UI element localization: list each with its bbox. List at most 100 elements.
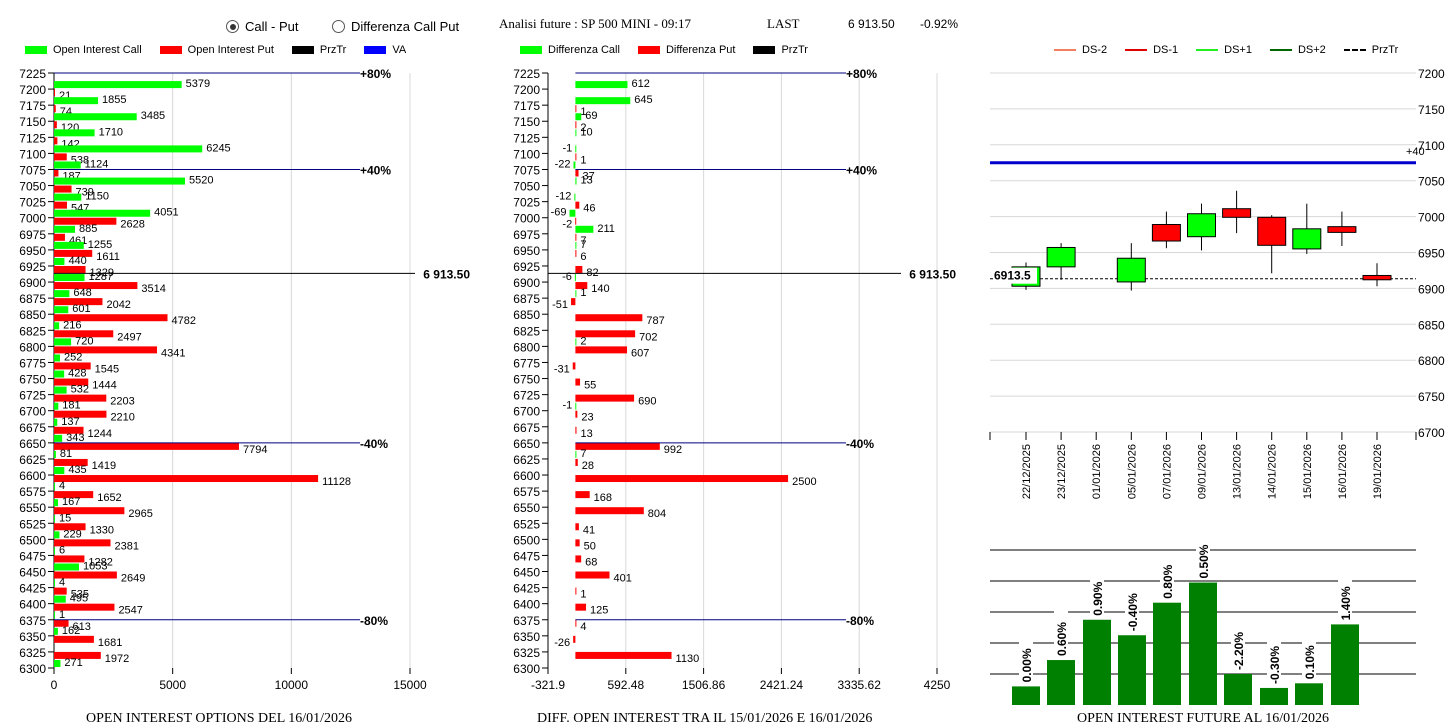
legend-label: DS-2 [1082,44,1108,56]
legend-item: Differenza Call [520,44,620,56]
bar-label-put: 7 [580,235,586,247]
oi-bar [1118,635,1146,705]
y-tick-label: 7050 [19,180,46,194]
x-tick-label: 4250 [924,678,951,692]
legend-line [1269,49,1292,51]
bar-label-call: 1855 [102,94,126,106]
oi-bar-label: -2.20% [1232,632,1246,670]
bar-label-put: 13 [580,428,592,440]
legend-left: Open Interest Call Open Interest Put Prz… [25,44,424,56]
y-tick-label: 6875 [19,292,46,306]
y-tick-label: 6625 [513,453,540,467]
bar-put [575,169,579,177]
bar-label-call: 69 [585,110,597,122]
bar-put [575,410,578,418]
candle-down [1222,208,1252,218]
bar-call [54,193,82,201]
oi-bar-label: 0.90% [1091,581,1105,615]
y-tick-label: 6450 [513,566,540,580]
bar-label-put: 1545 [95,363,119,375]
va-label: +80% [360,67,391,81]
bar-label-put: 23 [581,412,593,424]
va-label: +40% [360,163,391,177]
bar-put [575,426,577,434]
bar-label-call: 645 [634,94,652,106]
bar-label-put: 4341 [161,347,185,359]
bar-label-call: 229 [63,528,81,540]
bar-call [54,483,55,491]
y-tick-label: 7000 [19,212,46,226]
bar-put [54,603,115,611]
bar-put [54,587,67,595]
bar-put [54,330,114,338]
legend-swatch [520,46,542,54]
bar-call [54,209,151,217]
x-tick-label: 2421.24 [760,678,804,692]
bar-put [575,330,636,338]
candle-down [1257,216,1287,246]
oi-bar-label: 0.00% [1020,648,1034,682]
bar-label-call: 15 [59,512,71,524]
candle-up [1292,228,1322,250]
oi-bar-label: 0.80% [1161,564,1175,598]
last-price-label: 6913.5 [994,269,1031,283]
bar-put [575,475,789,483]
bar-label-put: 55 [584,380,596,392]
y-tick-label: 6950 [19,244,46,258]
bar-label-put: 613 [73,621,91,633]
bar-label-call: 612 [631,78,649,90]
radio-differenza-call-put[interactable]: Differenza Call Put [332,19,459,34]
bar-put [54,442,239,450]
bar-put [572,362,576,370]
y-tick-label: 6975 [513,228,540,242]
y-tick-label: 6675 [19,421,46,435]
x-tick-label: 22/12/2025 [1021,444,1033,499]
bar-label-put: 2649 [121,573,145,585]
radio-differenza-label: Differenza Call Put [351,19,460,34]
bar-label-call: 601 [72,303,90,315]
y-tick-label: 7200 [513,83,540,97]
bar-put [54,362,91,370]
bar-put [575,282,588,290]
x-tick-label: 07/01/2026 [1161,444,1173,499]
oi-bar-label-bg [1267,635,1281,684]
bar-call [54,660,61,667]
y-tick-label: 6300 [19,662,46,676]
y-tick-label: 6650 [513,437,540,451]
bar-put [54,185,72,193]
bar-put [575,105,577,113]
bar-label-put: 2381 [115,540,139,552]
radio-call-put[interactable]: Call - Put [226,19,298,34]
bar-label-put: 804 [648,508,666,520]
y-tick-label: 6800 [1418,354,1445,368]
bar-call [54,161,81,169]
bar-label-put: 1130 [676,653,700,665]
bar-label-put: 4 [580,621,586,633]
bar-label-put: 1681 [98,637,122,649]
y-tick-label: 6750 [19,373,46,387]
bar-label-call: 167 [62,496,80,508]
bar-label-put: 2965 [128,508,152,520]
y-tick-label: 6300 [513,662,540,676]
y-tick-label: 6450 [19,566,46,580]
y-tick-label: 6850 [19,308,46,322]
legend-label: DS+2 [1297,44,1326,56]
bar-label-call: -1 [563,142,573,154]
bar-label-put: 50 [584,540,596,552]
y-tick-label: 6950 [1418,247,1445,261]
bar-label-call: -1 [563,400,573,412]
bar-call [54,322,60,330]
y-tick-label: 6925 [19,260,46,274]
bar-call [54,418,58,426]
bar-label-call: 6245 [206,142,230,154]
bar-label-call: -12 [555,191,571,203]
bar-label-call: 3485 [141,110,165,122]
y-tick-label: 7125 [513,131,540,145]
bar-call [569,209,576,217]
page-title: Analisi future : SP 500 MINI - 09:17 [499,16,691,31]
y-tick-label: 7175 [19,99,46,113]
y-tick-label: 6825 [19,324,46,338]
y-tick-label: 6850 [1418,318,1445,332]
oi-bar [1047,660,1075,705]
bar-label-put: -2 [562,219,572,231]
